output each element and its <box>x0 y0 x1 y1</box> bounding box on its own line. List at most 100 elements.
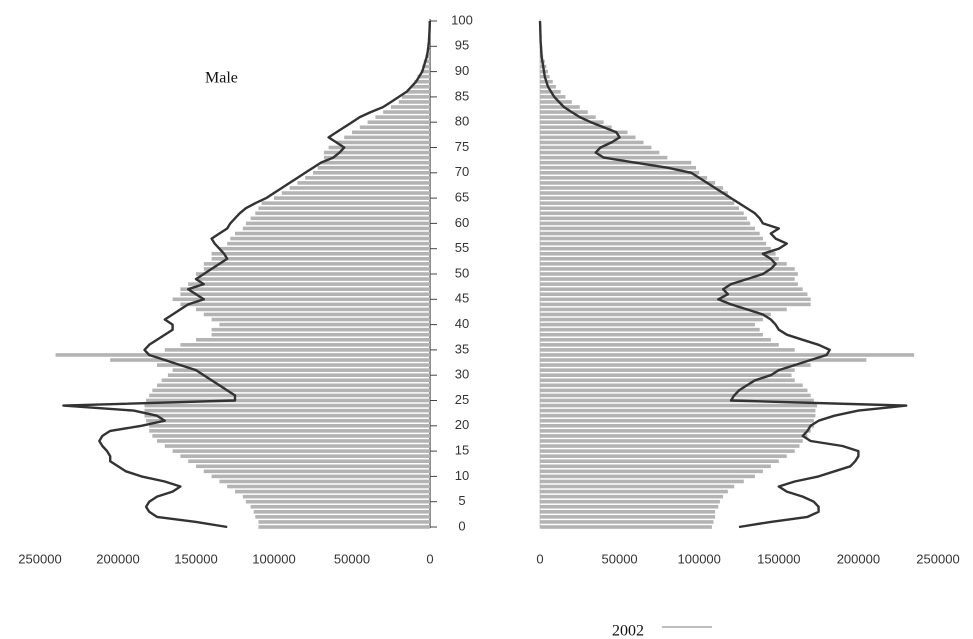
bar <box>540 332 763 337</box>
bar <box>540 393 811 398</box>
bar <box>250 504 430 509</box>
bar <box>180 343 430 347</box>
line <box>62 20 431 529</box>
bar <box>540 145 652 150</box>
x-tick-label: 100000 <box>252 551 295 566</box>
y-tick-label: 0 <box>458 518 465 533</box>
bar <box>152 434 430 438</box>
bar <box>540 408 816 413</box>
bar <box>540 120 604 124</box>
bar <box>540 525 712 529</box>
bar <box>211 257 430 261</box>
bar <box>540 216 747 221</box>
y-tick-label: 50 <box>455 265 469 280</box>
bar <box>540 358 867 362</box>
bar <box>149 424 430 428</box>
x-tick-label: 200000 <box>96 551 139 566</box>
bar <box>149 393 430 398</box>
bar <box>203 267 430 271</box>
bar <box>540 211 744 216</box>
bar <box>219 322 430 327</box>
bar <box>180 292 430 297</box>
y-tick-label: 75 <box>455 139 469 154</box>
bar <box>172 297 430 302</box>
bar <box>540 160 692 165</box>
bar <box>540 181 716 185</box>
bar <box>540 95 566 99</box>
bar <box>323 155 430 160</box>
bar <box>211 317 430 322</box>
bar <box>540 221 751 226</box>
bar <box>219 479 430 484</box>
bar <box>398 100 430 104</box>
bar <box>540 206 739 211</box>
bar <box>540 246 771 251</box>
bar <box>540 499 720 504</box>
bar <box>235 489 430 494</box>
bar <box>540 302 811 307</box>
bar <box>375 115 430 119</box>
y-tick-label: 95 <box>455 38 469 53</box>
bar <box>336 140 430 145</box>
bar <box>540 277 795 281</box>
y-tick-label: 35 <box>455 341 469 356</box>
bar <box>203 312 430 317</box>
bar <box>540 231 760 236</box>
bar <box>250 216 430 221</box>
x-tick-label: 100000 <box>678 551 721 566</box>
bar <box>540 337 771 342</box>
bar <box>180 454 430 458</box>
bar <box>258 525 430 529</box>
bar <box>255 211 430 216</box>
bar <box>367 120 430 124</box>
y-tick-label: 100 <box>451 12 473 27</box>
bar <box>211 332 430 337</box>
bar <box>540 312 771 317</box>
bar <box>540 459 779 464</box>
bar <box>188 282 430 286</box>
bar <box>297 181 430 185</box>
x-tick-label: 150000 <box>174 551 217 566</box>
bar <box>167 373 431 377</box>
bar <box>211 474 430 479</box>
bar <box>420 69 430 74</box>
bar <box>219 246 430 251</box>
bar <box>211 327 430 332</box>
y-tick-label: 65 <box>455 190 469 205</box>
bar <box>540 226 755 231</box>
bar <box>540 515 716 519</box>
bar <box>422 64 430 69</box>
bar <box>196 272 430 276</box>
bar <box>352 130 430 135</box>
bar <box>242 226 430 231</box>
bar <box>146 418 430 423</box>
bar <box>540 368 795 372</box>
y-tick-label: 20 <box>455 417 469 432</box>
bar <box>144 403 430 408</box>
y-tick-label: 90 <box>455 63 469 78</box>
x-tick-label: 50000 <box>334 551 370 566</box>
bar <box>180 287 430 291</box>
bar <box>157 439 430 443</box>
bar <box>540 150 660 155</box>
y-tick-label: 40 <box>455 316 469 331</box>
bar <box>540 383 803 388</box>
bar <box>281 191 430 195</box>
bar <box>401 95 430 99</box>
y-tick-label: 5 <box>458 493 465 508</box>
bar <box>540 110 588 114</box>
y-tick-label: 60 <box>455 215 469 230</box>
y-tick-label: 45 <box>455 291 469 306</box>
bar <box>540 373 792 377</box>
bar <box>261 201 430 205</box>
bar <box>540 251 776 256</box>
bar <box>188 459 430 464</box>
bar <box>540 287 803 291</box>
bar <box>203 262 430 266</box>
x-tick-label: 200000 <box>837 551 880 566</box>
bar <box>540 125 612 130</box>
bar <box>540 353 915 357</box>
bar <box>540 191 728 195</box>
bar <box>203 469 430 474</box>
bar <box>144 408 430 413</box>
